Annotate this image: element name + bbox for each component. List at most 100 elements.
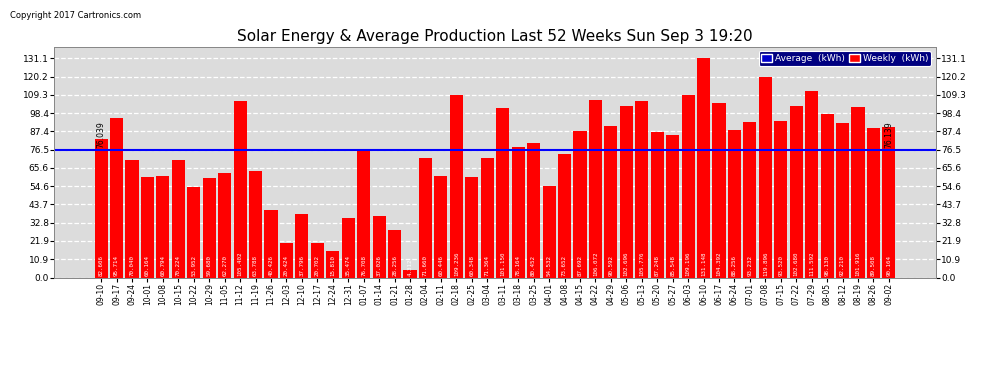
Text: 4.312: 4.312 bbox=[408, 258, 413, 276]
Text: 63.788: 63.788 bbox=[253, 255, 258, 276]
Text: 40.426: 40.426 bbox=[268, 255, 273, 276]
Bar bbox=[187, 188, 200, 278]
Text: 73.652: 73.652 bbox=[562, 255, 567, 276]
Bar bbox=[558, 154, 571, 278]
Text: 59.680: 59.680 bbox=[207, 255, 212, 276]
Text: 102.680: 102.680 bbox=[794, 251, 799, 276]
Text: 89.508: 89.508 bbox=[871, 255, 876, 276]
Bar bbox=[650, 132, 663, 278]
Text: 76.039: 76.039 bbox=[97, 121, 106, 148]
Text: 111.592: 111.592 bbox=[809, 251, 814, 276]
Bar bbox=[264, 210, 277, 278]
Bar bbox=[126, 160, 139, 278]
Text: 109.196: 109.196 bbox=[686, 251, 691, 276]
Text: 60.348: 60.348 bbox=[469, 255, 474, 276]
Text: 62.270: 62.270 bbox=[222, 255, 227, 276]
Text: 92.210: 92.210 bbox=[841, 255, 845, 276]
Bar bbox=[481, 158, 494, 278]
Text: 71.660: 71.660 bbox=[423, 255, 428, 276]
Bar bbox=[851, 107, 864, 278]
Text: 60.446: 60.446 bbox=[439, 255, 444, 276]
Bar bbox=[867, 128, 880, 278]
Bar bbox=[311, 243, 324, 278]
Bar bbox=[141, 177, 154, 278]
Bar bbox=[882, 127, 896, 278]
Bar bbox=[573, 131, 586, 278]
Text: 90.164: 90.164 bbox=[886, 255, 891, 276]
Bar bbox=[218, 173, 232, 278]
Text: 82.606: 82.606 bbox=[99, 255, 104, 276]
Text: 87.248: 87.248 bbox=[654, 255, 659, 276]
Text: 109.236: 109.236 bbox=[453, 251, 459, 276]
Bar bbox=[543, 186, 555, 278]
Bar bbox=[728, 130, 742, 278]
Bar bbox=[821, 114, 834, 278]
Bar bbox=[527, 143, 541, 278]
Text: 76.708: 76.708 bbox=[361, 255, 366, 276]
Text: 131.148: 131.148 bbox=[701, 251, 706, 276]
Bar bbox=[248, 171, 262, 278]
Bar bbox=[681, 95, 695, 278]
Text: 15.810: 15.810 bbox=[331, 255, 336, 276]
Bar bbox=[156, 176, 169, 278]
Bar bbox=[419, 158, 432, 278]
Legend: Average  (kWh), Weekly  (kWh): Average (kWh), Weekly (kWh) bbox=[758, 51, 931, 66]
Bar bbox=[449, 95, 463, 278]
Bar bbox=[234, 101, 247, 278]
Text: 53.952: 53.952 bbox=[191, 255, 196, 276]
Text: 60.794: 60.794 bbox=[160, 255, 165, 276]
Bar bbox=[636, 101, 648, 278]
Bar bbox=[357, 149, 370, 278]
Text: 71.364: 71.364 bbox=[485, 255, 490, 276]
Bar bbox=[435, 177, 447, 278]
Bar bbox=[496, 108, 509, 278]
Bar bbox=[666, 135, 679, 278]
Text: 101.916: 101.916 bbox=[855, 251, 860, 276]
Text: 37.026: 37.026 bbox=[376, 255, 381, 276]
Text: 78.164: 78.164 bbox=[516, 255, 521, 276]
Text: 28.256: 28.256 bbox=[392, 255, 397, 276]
Text: 101.150: 101.150 bbox=[500, 251, 505, 276]
Bar bbox=[171, 160, 185, 278]
Text: 20.702: 20.702 bbox=[315, 255, 320, 276]
Bar bbox=[743, 122, 756, 278]
Bar bbox=[465, 177, 478, 278]
Text: 54.532: 54.532 bbox=[546, 255, 551, 276]
Title: Solar Energy & Average Production Last 52 Weeks Sun Sep 3 19:20: Solar Energy & Average Production Last 5… bbox=[238, 29, 752, 44]
Bar bbox=[203, 178, 216, 278]
Bar bbox=[589, 100, 602, 278]
Text: 37.796: 37.796 bbox=[299, 255, 304, 276]
Bar bbox=[836, 123, 849, 278]
Bar bbox=[805, 91, 819, 278]
Text: 35.474: 35.474 bbox=[346, 255, 350, 276]
Bar bbox=[713, 103, 726, 278]
Bar bbox=[620, 106, 633, 278]
Bar bbox=[774, 121, 787, 278]
Bar bbox=[697, 58, 710, 278]
Bar bbox=[94, 140, 108, 278]
Bar bbox=[295, 214, 309, 278]
Bar bbox=[604, 126, 618, 278]
Bar bbox=[404, 270, 417, 278]
Text: Copyright 2017 Cartronics.com: Copyright 2017 Cartronics.com bbox=[10, 11, 141, 20]
Bar bbox=[372, 216, 386, 278]
Text: 88.256: 88.256 bbox=[732, 255, 737, 276]
Text: 93.232: 93.232 bbox=[747, 255, 752, 276]
Text: 90.592: 90.592 bbox=[609, 255, 614, 276]
Text: 105.402: 105.402 bbox=[238, 251, 243, 276]
Bar bbox=[790, 106, 803, 278]
Bar bbox=[388, 230, 401, 278]
Text: 93.520: 93.520 bbox=[778, 255, 783, 276]
Text: 98.130: 98.130 bbox=[825, 255, 830, 276]
Bar bbox=[512, 147, 525, 278]
Text: 70.224: 70.224 bbox=[176, 255, 181, 276]
Text: 80.452: 80.452 bbox=[531, 255, 537, 276]
Text: 102.696: 102.696 bbox=[624, 251, 629, 276]
Text: 70.040: 70.040 bbox=[130, 255, 135, 276]
Bar bbox=[758, 77, 772, 278]
Text: 87.692: 87.692 bbox=[577, 255, 582, 276]
Text: 95.714: 95.714 bbox=[114, 255, 119, 276]
Bar bbox=[280, 243, 293, 278]
Text: 76.139: 76.139 bbox=[884, 121, 893, 148]
Bar bbox=[342, 218, 354, 278]
